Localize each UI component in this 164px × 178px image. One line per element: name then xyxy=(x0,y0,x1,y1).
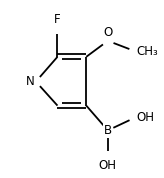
Text: N: N xyxy=(26,75,34,88)
Text: O: O xyxy=(103,26,113,39)
Text: OH: OH xyxy=(137,111,155,124)
Text: B: B xyxy=(104,124,112,137)
Text: OH: OH xyxy=(99,159,117,172)
Text: F: F xyxy=(54,13,61,26)
Text: CH₃: CH₃ xyxy=(137,45,158,58)
